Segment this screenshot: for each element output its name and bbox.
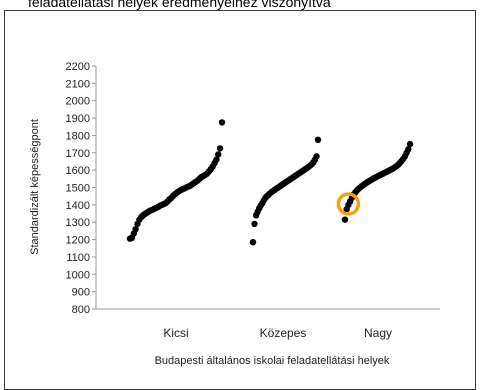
data-point [249,239,257,246]
data-point [341,216,349,223]
data-point [218,119,226,126]
data-point [405,146,412,153]
data-points [126,119,414,246]
x-category-label: Kicsi [163,326,188,340]
highlight-marker [336,192,361,216]
x-category-label: Nagy [364,326,392,340]
highlight-group [336,192,361,216]
x-category-label: Közepes [260,326,307,340]
data-point [216,145,224,152]
data-point [313,153,320,160]
scatter-chart: 800 900 1000 1100 1200 1300 1400 1500 1600 1700 18… [29,61,440,367]
y-tick-label: 1300 [66,217,90,229]
data-point [132,226,139,233]
y-tick-label: 1500 [66,183,90,195]
y-tick-label: 1200 [66,235,90,247]
y-tick-label: 1800 [66,130,90,142]
y-tick-label: 2000 [66,96,90,108]
y-tick-label: 2200 [66,61,90,73]
y-tick-label: 1400 [66,200,90,212]
page-title: feladatellátási helyek eredményeihez vis… [28,0,331,10]
y-tick-label: 900 [72,287,90,299]
y-tick-label: 1600 [66,165,90,177]
y-tick-label: 1000 [66,269,90,281]
x-axis-title: Budapesti általános iskolai feladatellát… [155,355,390,367]
y-tick-label: 800 [72,304,90,316]
data-point [251,220,258,228]
x-axis: Kicsi Közepes Nagy [96,308,440,340]
data-point [314,136,322,143]
y-tick-label: 1100 [66,252,90,264]
y-tick-label: 1700 [66,148,90,160]
data-point [215,151,222,158]
data-point [213,156,220,163]
y-tick-label: 1900 [66,113,90,125]
y-tick-label: 2100 [66,78,90,90]
data-point [406,140,414,148]
y-axis: 800 900 1000 1100 1200 1300 1400 1500 1600 1700 18… [66,61,97,316]
y-axis-title: Standardizált képességpont [29,119,41,255]
